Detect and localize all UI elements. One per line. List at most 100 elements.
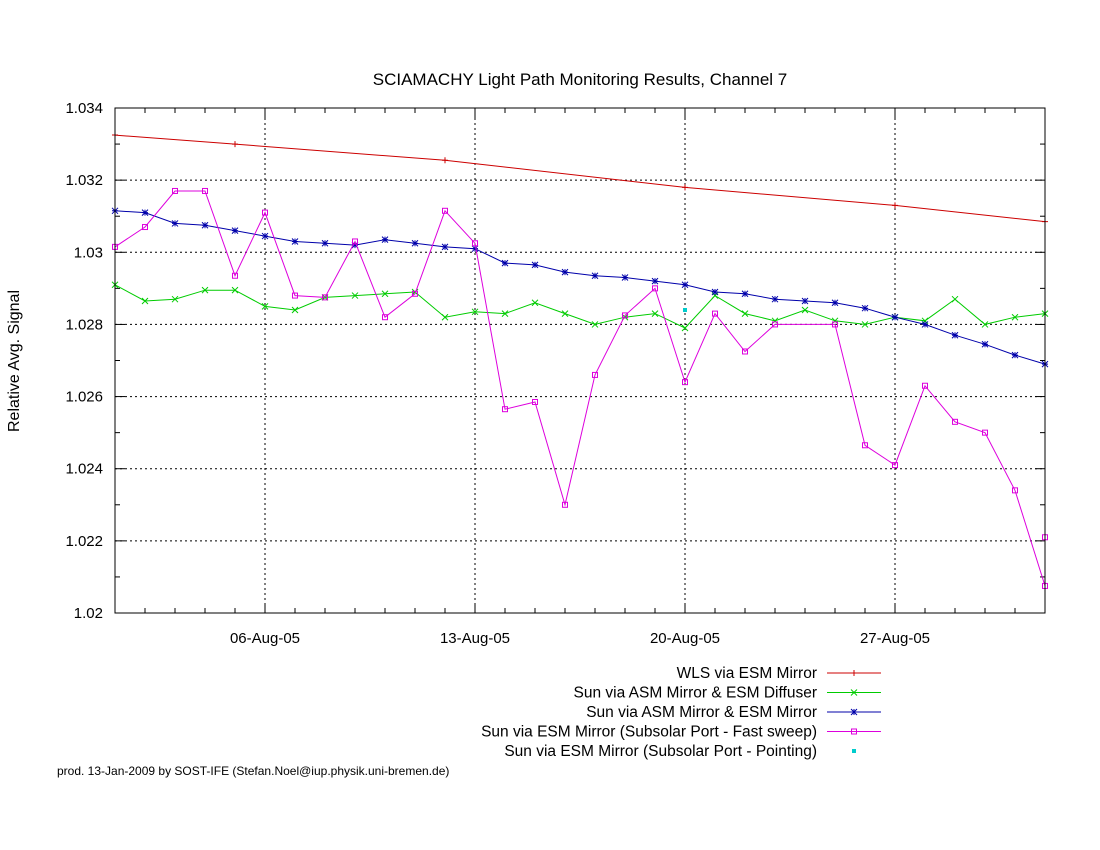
data-point xyxy=(742,348,748,355)
grid xyxy=(115,108,1045,613)
series-line xyxy=(114,284,1046,329)
data-point xyxy=(172,187,178,194)
data-point xyxy=(681,281,689,289)
data-point xyxy=(711,288,719,296)
legend-item: Sun via ESM Mirror (Subsolar Port - Poin… xyxy=(504,743,856,760)
data-point xyxy=(682,184,688,191)
chart-title: SCIAMACHY Light Path Monitoring Results,… xyxy=(373,70,788,89)
data-point xyxy=(441,243,449,251)
plot-frame xyxy=(114,107,1046,614)
data-point xyxy=(682,379,688,386)
legend-label: Sun via ESM Mirror (Subsolar Port - Fast… xyxy=(481,724,817,741)
data-point xyxy=(681,324,689,332)
data-point xyxy=(591,272,599,280)
data-point xyxy=(861,304,869,312)
data-point xyxy=(142,224,148,231)
x-tick-label: 06-Aug-05 xyxy=(230,630,300,647)
y-tick-label: 1.024 xyxy=(65,461,103,478)
data-point xyxy=(531,261,539,269)
axis-ticks: 1.02 1.022 1.024 1.026 1.028 1.03 1.032 1.034 06… xyxy=(65,100,1045,647)
legend-label: WLS via ESM Mirror xyxy=(677,665,817,682)
x-tick-label: 27-Aug-05 xyxy=(860,630,930,647)
data-point xyxy=(201,286,209,294)
x-tick-label: 20-Aug-05 xyxy=(650,630,720,647)
data-point xyxy=(472,240,478,247)
series-line xyxy=(114,134,1046,223)
data-point xyxy=(712,310,718,317)
data-point xyxy=(562,501,568,508)
data-point xyxy=(1011,313,1019,321)
data-point xyxy=(652,285,658,292)
data-point xyxy=(232,272,238,279)
data-point xyxy=(381,290,389,298)
data-point xyxy=(622,312,628,319)
data-point xyxy=(322,294,328,301)
data-point xyxy=(262,209,268,216)
series-line xyxy=(114,210,1046,365)
data-point xyxy=(951,331,959,339)
y-tick-label: 1.028 xyxy=(65,316,103,333)
data-point xyxy=(831,299,839,307)
data-point xyxy=(922,382,928,389)
data-point xyxy=(471,308,479,316)
data-point xyxy=(171,295,179,303)
legend-item: WLS via ESM Mirror xyxy=(677,665,881,682)
data-point xyxy=(741,290,749,298)
data-point xyxy=(531,299,539,307)
data-point xyxy=(850,689,858,696)
data-point xyxy=(651,310,659,317)
data-point xyxy=(801,306,809,314)
data-point xyxy=(351,241,359,249)
legend-label: Sun via ASM Mirror & ESM Mirror xyxy=(586,704,817,721)
y-tick-label: 1.02 xyxy=(74,605,103,622)
data-point xyxy=(442,207,448,214)
data-point xyxy=(952,418,958,425)
data-point xyxy=(741,310,749,317)
legend-item: Sun via ASM Mirror & ESM Mirror xyxy=(586,704,881,721)
data-point xyxy=(202,187,208,194)
data-point xyxy=(231,286,239,294)
credit-text: prod. 13-Jan-2009 by SOST-IFE (Stefan.No… xyxy=(57,764,450,778)
data-point xyxy=(561,310,569,317)
data-point xyxy=(771,295,779,303)
data-point xyxy=(1012,487,1018,494)
data-point xyxy=(852,749,856,753)
data-point xyxy=(851,728,857,735)
data-point xyxy=(1011,351,1019,359)
data-point xyxy=(292,292,298,299)
data-point xyxy=(501,310,509,317)
data-point xyxy=(532,398,538,405)
data-point xyxy=(892,462,898,469)
data-point xyxy=(231,227,239,234)
data-point xyxy=(501,259,509,267)
data-point xyxy=(471,245,479,253)
data-point xyxy=(772,321,778,328)
y-tick-label: 1.034 xyxy=(65,100,103,117)
y-axis-label: Relative Avg. Signal xyxy=(6,290,23,432)
legend-item: Sun via ASM Mirror & ESM Diffuser xyxy=(574,685,881,702)
data-point xyxy=(412,290,418,297)
data-point xyxy=(201,221,209,229)
data-point xyxy=(592,371,598,378)
data-point xyxy=(381,236,389,244)
data-point xyxy=(861,321,869,328)
legend-label: Sun via ASM Mirror & ESM Diffuser xyxy=(574,685,817,702)
data-point xyxy=(141,209,149,216)
data-point xyxy=(651,277,659,285)
y-tick-label: 1.022 xyxy=(65,533,103,550)
data-point xyxy=(981,321,989,328)
series-sun-via-asm-mirror-esm-mirror xyxy=(111,207,1049,368)
data-point xyxy=(850,708,858,716)
data-point xyxy=(291,238,299,245)
data-point xyxy=(382,314,388,321)
data-point xyxy=(261,232,269,240)
legend: WLS via ESM Mirror Sun via ASM Mirror & E… xyxy=(481,665,881,760)
legend-label: Sun via ESM Mirror (Subsolar Port - Poin… xyxy=(504,743,817,760)
y-tick-label: 1.03 xyxy=(74,244,103,261)
x-tick-label: 13-Aug-05 xyxy=(440,630,510,647)
data-point xyxy=(621,274,629,281)
data-point xyxy=(321,239,329,247)
data-point xyxy=(561,268,569,276)
data-point xyxy=(141,297,149,305)
